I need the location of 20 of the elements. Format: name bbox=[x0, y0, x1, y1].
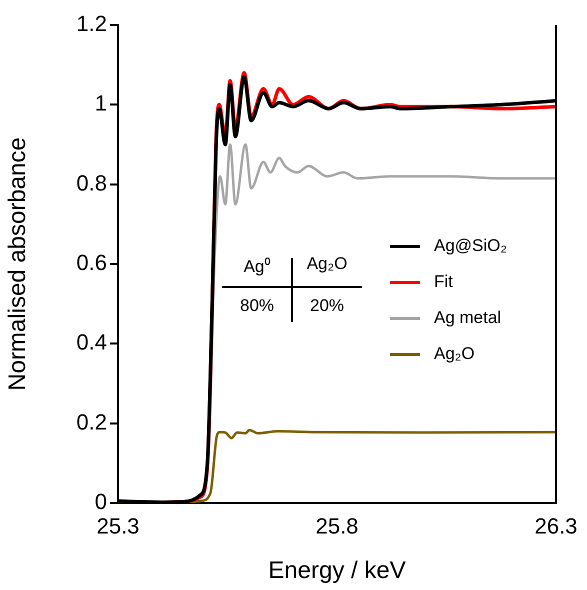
annotation: Ag₂O bbox=[306, 254, 348, 274]
y-tick-label: 0.4 bbox=[76, 330, 107, 355]
legend-label: Ag@SiO₂ bbox=[434, 236, 507, 256]
annotation: 20% bbox=[308, 296, 346, 316]
y-axis-title: Normalised absorbance bbox=[4, 137, 32, 391]
annotation: Ag⁰ bbox=[242, 256, 272, 277]
y-tick-label: 0.8 bbox=[76, 170, 107, 196]
y-tick-label: 0 bbox=[94, 489, 107, 514]
legend-label: Ag metal bbox=[434, 308, 502, 328]
x-tick-label: 25.3 bbox=[96, 513, 140, 538]
x-axis-title: Energy / keV bbox=[268, 557, 406, 584]
legend-label: Fit bbox=[434, 272, 453, 292]
legend-label: Ag₂O bbox=[434, 344, 475, 364]
y-tick-label: 0.2 bbox=[76, 409, 107, 434]
x-tick-label: 25.8 bbox=[316, 513, 358, 538]
y-tick-label: 1.2 bbox=[76, 11, 107, 36]
y-tick-label: 1 bbox=[94, 90, 107, 116]
x-tick-label: 26.3 bbox=[534, 513, 578, 538]
annotation: 80% bbox=[238, 296, 276, 316]
y-tick-label: 0.6 bbox=[76, 250, 107, 276]
